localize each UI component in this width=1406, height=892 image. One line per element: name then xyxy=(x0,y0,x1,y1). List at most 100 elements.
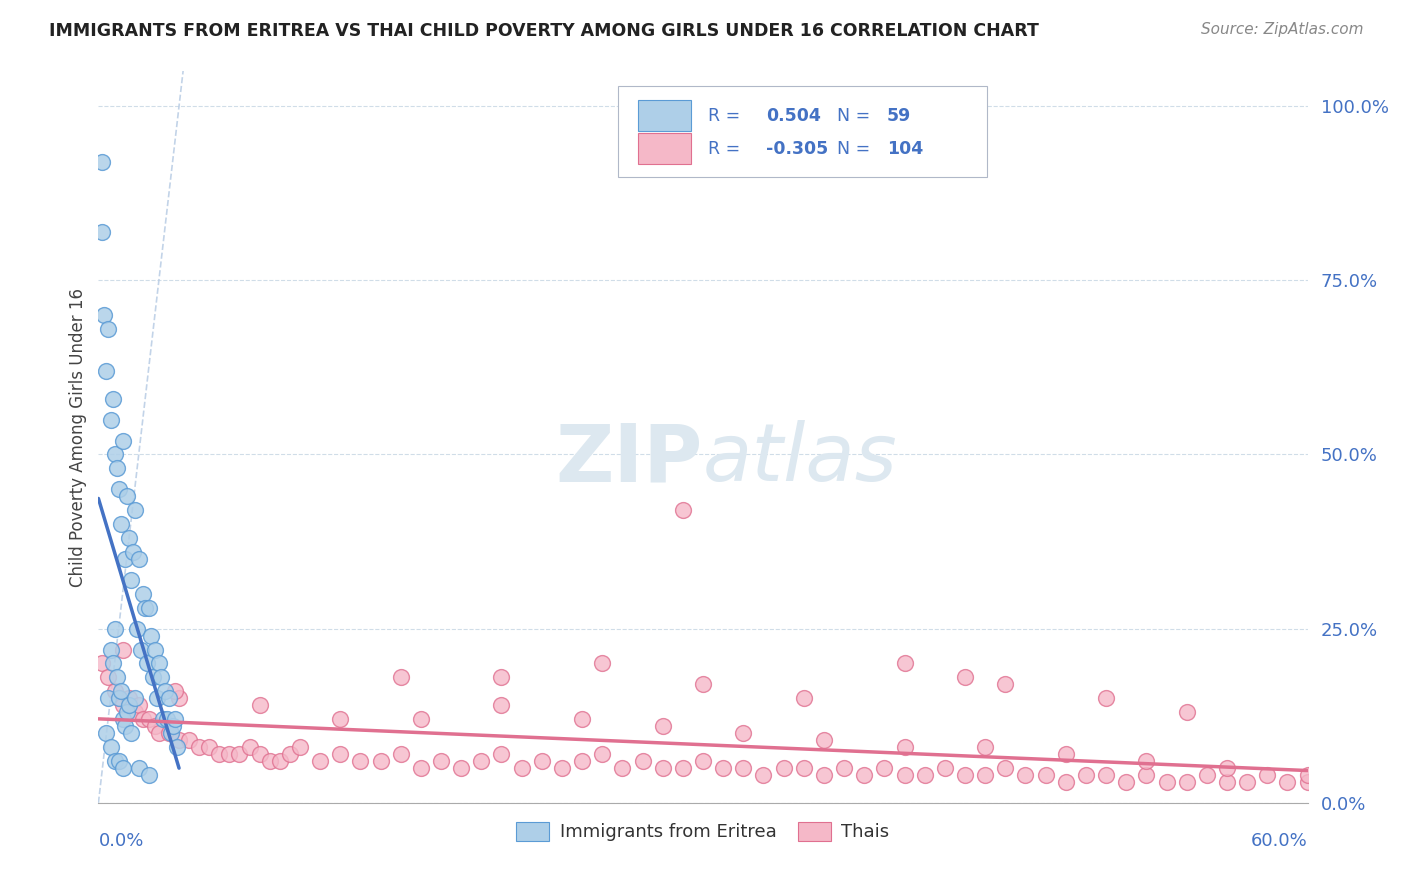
Point xyxy=(135,657,157,671)
Point xyxy=(111,434,134,448)
Point xyxy=(107,691,129,706)
Point xyxy=(893,740,915,755)
Point xyxy=(107,483,129,497)
Point xyxy=(370,754,392,768)
Point xyxy=(571,754,593,768)
Point xyxy=(153,684,176,698)
Point xyxy=(125,622,148,636)
Point xyxy=(692,677,714,691)
Point xyxy=(157,691,180,706)
Point xyxy=(97,670,120,684)
Point xyxy=(118,691,141,706)
Point xyxy=(103,684,125,698)
Point xyxy=(157,726,180,740)
Point xyxy=(115,489,138,503)
Text: 0.504: 0.504 xyxy=(766,107,821,125)
Point xyxy=(953,768,976,782)
Point xyxy=(188,740,211,755)
Point xyxy=(124,705,146,719)
Point xyxy=(1296,768,1319,782)
Point xyxy=(128,552,150,566)
Point xyxy=(143,719,166,733)
Point xyxy=(269,754,291,768)
Point xyxy=(259,754,281,768)
Point xyxy=(571,712,593,726)
Point xyxy=(813,768,835,782)
Point xyxy=(118,531,141,545)
Legend: Immigrants from Eritrea, Thais: Immigrants from Eritrea, Thais xyxy=(509,814,897,848)
Point xyxy=(409,761,432,775)
Point xyxy=(156,712,179,726)
Point xyxy=(139,629,162,643)
Point xyxy=(96,726,118,740)
Point xyxy=(1095,768,1118,782)
Y-axis label: Child Poverty Among Girls Under 16: Child Poverty Among Girls Under 16 xyxy=(69,287,87,587)
Text: ZIP: ZIP xyxy=(555,420,703,498)
Point xyxy=(162,719,184,733)
Point xyxy=(309,754,332,768)
Point xyxy=(148,726,170,740)
Point xyxy=(134,600,156,615)
Point xyxy=(1216,761,1239,775)
Point xyxy=(491,670,513,684)
Point xyxy=(329,747,352,761)
Point xyxy=(349,754,371,768)
Point xyxy=(128,698,150,713)
Point xyxy=(143,642,166,657)
Point xyxy=(1256,768,1278,782)
Point xyxy=(124,691,146,706)
Point xyxy=(591,657,613,671)
Point xyxy=(142,670,165,684)
Point xyxy=(1296,775,1319,789)
Point xyxy=(893,657,915,671)
Point xyxy=(138,712,160,726)
Point xyxy=(118,698,141,713)
Text: N =: N = xyxy=(827,139,876,158)
Point xyxy=(129,642,152,657)
Point xyxy=(591,747,613,761)
Point xyxy=(672,761,695,775)
Point xyxy=(138,600,160,615)
Point xyxy=(409,712,432,726)
Point xyxy=(1277,775,1299,789)
Text: IMMIGRANTS FROM ERITREA VS THAI CHILD POVERTY AMONG GIRLS UNDER 16 CORRELATION C: IMMIGRANTS FROM ERITREA VS THAI CHILD PO… xyxy=(49,22,1039,40)
Point xyxy=(612,761,634,775)
Point xyxy=(91,657,114,671)
Point xyxy=(450,761,472,775)
Point xyxy=(97,691,120,706)
Point xyxy=(1195,768,1218,782)
FancyBboxPatch shape xyxy=(619,86,987,178)
Point xyxy=(832,761,855,775)
Point xyxy=(163,712,186,726)
Point xyxy=(111,761,134,775)
Point xyxy=(100,642,122,657)
Point xyxy=(107,691,129,706)
Point xyxy=(97,322,120,336)
Point xyxy=(167,691,190,706)
Point xyxy=(430,754,453,768)
Point xyxy=(249,747,271,761)
Point xyxy=(132,587,155,601)
Point xyxy=(110,684,132,698)
Point xyxy=(1216,775,1239,789)
Point xyxy=(631,754,654,768)
Point xyxy=(249,698,271,713)
Point xyxy=(1054,747,1077,761)
Point xyxy=(114,719,136,733)
Point xyxy=(228,747,250,761)
Point xyxy=(218,747,240,761)
Text: N =: N = xyxy=(827,107,876,125)
Point xyxy=(288,740,311,755)
Point xyxy=(103,754,125,768)
Point xyxy=(114,552,136,566)
Point xyxy=(873,761,896,775)
Point xyxy=(530,754,553,768)
Point xyxy=(179,733,201,747)
Point xyxy=(491,698,513,713)
Point xyxy=(1236,775,1258,789)
Point xyxy=(91,155,114,169)
Point xyxy=(813,733,835,747)
Point xyxy=(1156,775,1178,789)
Point xyxy=(110,517,132,532)
Point xyxy=(132,712,155,726)
